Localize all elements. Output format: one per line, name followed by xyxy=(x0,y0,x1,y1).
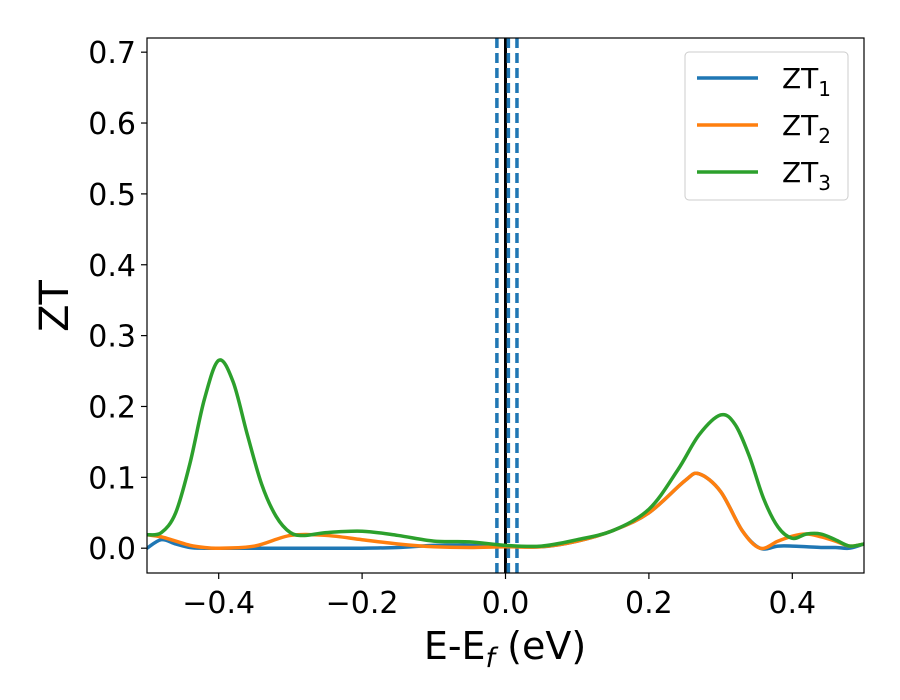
legend-label: ZT1 xyxy=(782,62,831,101)
legend-label-subscript: 3 xyxy=(818,171,831,195)
y-tick-label: 0.3 xyxy=(88,320,136,355)
legend-item-zt2: ZT2 xyxy=(697,109,831,148)
y-tick: 0.0 xyxy=(88,532,147,567)
legend-label-main: ZT xyxy=(782,109,819,142)
x-tick: −0.2 xyxy=(326,573,399,621)
x-tick-label: 0.4 xyxy=(768,586,816,621)
x-axis-ticks: −0.4 −0.2 0.0 0.2 0.4 xyxy=(182,573,816,621)
legend-label-main: ZT xyxy=(782,62,819,95)
y-tick: 0.5 xyxy=(88,178,147,213)
y-tick-label: 0.1 xyxy=(88,461,136,496)
y-tick-label: 0.7 xyxy=(88,36,136,71)
legend-item-zt1: ZT1 xyxy=(697,62,831,101)
y-tick: 0.6 xyxy=(88,107,147,142)
legend-label: ZT2 xyxy=(782,109,831,148)
x-tick-label: −0.4 xyxy=(182,586,255,621)
x-axis-label-main: E-E xyxy=(424,624,486,668)
x-axis-label-unit: (eV) xyxy=(495,624,586,668)
legend-label-subscript: 1 xyxy=(818,77,831,101)
y-tick-label: 0.4 xyxy=(88,249,136,284)
series-layer xyxy=(147,358,864,551)
y-tick-label: 0.0 xyxy=(88,532,136,567)
legend-item-zt3: ZT3 xyxy=(697,156,831,195)
x-axis-label: E-Ef (eV) xyxy=(424,624,586,674)
y-axis-label: ZT xyxy=(32,280,78,332)
y-tick: 0.7 xyxy=(88,36,147,71)
y-tick-label: 0.6 xyxy=(88,107,136,142)
y-tick: 0.4 xyxy=(88,249,147,284)
legend-label: ZT3 xyxy=(782,156,831,195)
x-tick: 0.2 xyxy=(625,573,673,621)
y-tick-label: 0.5 xyxy=(88,178,136,213)
x-tick-label: 0.0 xyxy=(482,586,530,621)
y-tick: 0.3 xyxy=(88,320,147,355)
series-line-zt3 xyxy=(147,358,864,549)
y-axis-ticks: 0.0 0.1 0.2 0.3 0.4 0.5 0.6 0.7 xyxy=(88,36,147,567)
y-tick: 0.2 xyxy=(88,390,147,425)
x-tick: −0.4 xyxy=(182,573,255,621)
x-tick: 0.0 xyxy=(482,573,530,621)
vertical-reference-lines xyxy=(495,38,519,573)
x-tick-label: −0.2 xyxy=(326,586,399,621)
x-tick-label: 0.2 xyxy=(625,586,673,621)
y-tick: 0.1 xyxy=(88,461,147,496)
legend-label-subscript: 2 xyxy=(818,124,831,148)
x-tick: 0.4 xyxy=(768,573,816,621)
y-tick-label: 0.2 xyxy=(88,390,136,425)
legend-label-main: ZT xyxy=(782,156,819,189)
legend-box xyxy=(684,51,849,201)
